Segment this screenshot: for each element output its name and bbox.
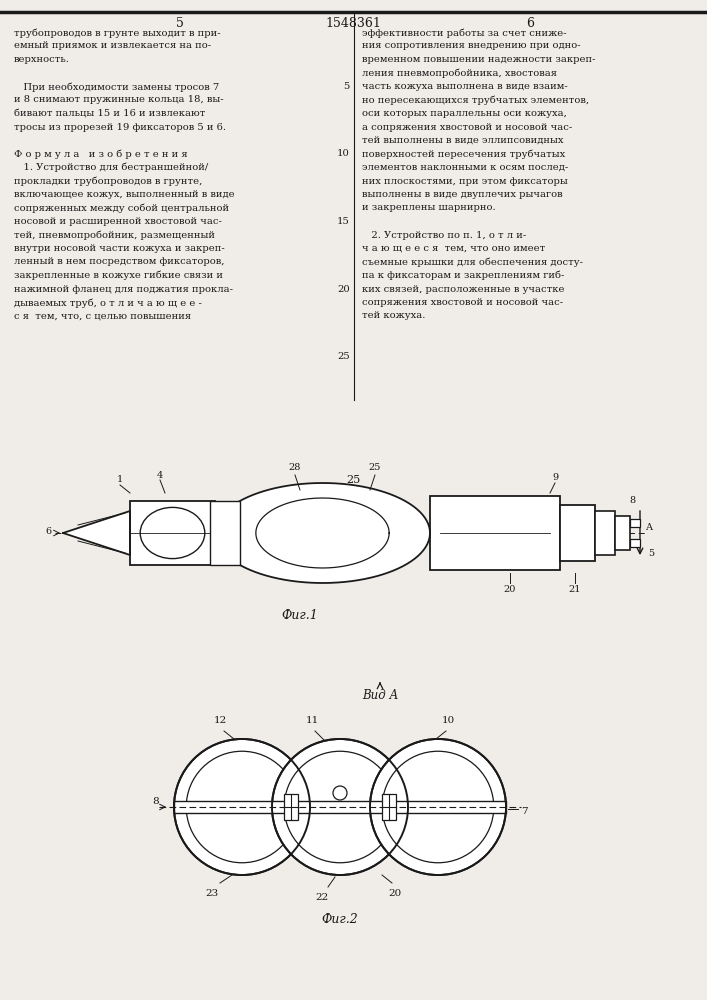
Text: элементов наклонными к осям послед-: элементов наклонными к осям послед-: [362, 163, 568, 172]
Text: 20: 20: [337, 284, 350, 294]
Text: 10: 10: [441, 716, 455, 725]
Text: поверхностей пересечения трубчатых: поверхностей пересечения трубчатых: [362, 149, 566, 159]
Text: 12: 12: [214, 716, 227, 725]
Text: ч а ю щ е е с я  тем, что оно имеет: ч а ю щ е е с я тем, что оно имеет: [362, 244, 545, 253]
Text: и 8 снимают пружинные кольца 18, вы-: и 8 снимают пружинные кольца 18, вы-: [14, 96, 223, 104]
Text: 1: 1: [117, 476, 123, 485]
Text: ленный в нем посредством фиксаторов,: ленный в нем посредством фиксаторов,: [14, 257, 225, 266]
Text: ния сопротивления внедрению при одно-: ния сопротивления внедрению при одно-: [362, 41, 580, 50]
Text: сопряженных между собой центральной: сопряженных между собой центральной: [14, 204, 229, 213]
Bar: [560, 505, 595, 561]
Bar: [210, 501, 240, 565]
Text: 23: 23: [205, 889, 218, 898]
Text: 21: 21: [568, 584, 581, 593]
Text: 5: 5: [344, 82, 350, 91]
Text: эффективности работы за счет сниже-: эффективности работы за счет сниже-: [362, 28, 566, 37]
Bar: [615, 516, 630, 550]
Text: выполнены в виде двуплечих рычагов: выполнены в виде двуплечих рычагов: [362, 190, 563, 199]
Text: тей, пневмопробойник, размещенный: тей, пневмопробойник, размещенный: [14, 231, 215, 240]
Bar: [630, 519, 640, 527]
Text: па к фиксаторам и закреплениям гиб-: па к фиксаторам и закреплениям гиб-: [362, 271, 564, 280]
Circle shape: [370, 739, 506, 875]
Text: них плоскостями, при этом фиксаторы: них плоскостями, при этом фиксаторы: [362, 176, 568, 186]
Text: оси которых параллельны оси кожуха,: оси которых параллельны оси кожуха,: [362, 109, 567, 118]
Text: 4: 4: [157, 471, 163, 480]
Text: 28: 28: [289, 462, 301, 472]
Bar: [284, 794, 298, 820]
Text: с я  тем, что, с целью повышения: с я тем, что, с целью повышения: [14, 312, 191, 320]
Text: Ф о р м у л а   и з о б р е т е н и я: Ф о р м у л а и з о б р е т е н и я: [14, 149, 187, 159]
Text: Фиг.2: Фиг.2: [322, 913, 358, 926]
Text: 1548361: 1548361: [325, 17, 382, 30]
Text: 2. Устройство по п. 1, о т л и-: 2. Устройство по п. 1, о т л и-: [362, 231, 526, 239]
Polygon shape: [63, 511, 130, 555]
Text: включающее кожух, выполненный в виде: включающее кожух, выполненный в виде: [14, 190, 235, 199]
Text: ких связей, расположенные в участке: ких связей, расположенные в участке: [362, 284, 564, 294]
Text: ления пневмопробойника, хвостовая: ления пневмопробойника, хвостовая: [362, 68, 557, 78]
Text: 8: 8: [629, 496, 635, 505]
Text: сопряжения хвостовой и носовой час-: сопряжения хвостовой и носовой час-: [362, 298, 563, 307]
Text: носовой и расширенной хвостовой час-: носовой и расширенной хвостовой час-: [14, 217, 222, 226]
Circle shape: [284, 751, 396, 863]
Text: емный приямок и извлекается на по-: емный приямок и извлекается на по-: [14, 41, 211, 50]
Text: нажимной фланец для поджатия прокла-: нажимной фланец для поджатия прокла-: [14, 284, 233, 294]
Text: 9: 9: [552, 473, 558, 482]
Text: 6: 6: [526, 17, 534, 30]
Text: а сопряжения хвостовой и носовой час-: а сопряжения хвостовой и носовой час-: [362, 122, 572, 131]
Text: тей выполнены в виде эллипсовидных: тей выполнены в виде эллипсовидных: [362, 136, 563, 145]
Text: A: A: [645, 524, 652, 532]
Text: Вид А: Вид А: [362, 689, 398, 702]
Bar: [595, 511, 615, 555]
Bar: [382, 794, 396, 820]
Text: бивают пальцы 15 и 16 и извлекают: бивают пальцы 15 и 16 и извлекают: [14, 109, 205, 118]
Text: временном повышении надежности закреп-: временном повышении надежности закреп-: [362, 55, 595, 64]
Text: тросы из прорезей 19 фиксаторов 5 и 6.: тросы из прорезей 19 фиксаторов 5 и 6.: [14, 122, 226, 131]
Text: тей кожуха.: тей кожуха.: [362, 312, 426, 320]
Bar: [630, 539, 640, 547]
Text: но пересекающихся трубчатых элементов,: но пересекающихся трубчатых элементов,: [362, 96, 589, 105]
Text: внутри носовой части кожуха и закреп-: внутри носовой части кожуха и закреп-: [14, 244, 225, 253]
Bar: [130, 501, 215, 565]
Text: Фиг.1: Фиг.1: [281, 609, 318, 622]
Text: 1. Устройство для бестраншейной/: 1. Устройство для бестраншейной/: [14, 163, 209, 172]
Text: трубопроводов в грунте выходит в при-: трубопроводов в грунте выходит в при-: [14, 28, 221, 37]
Text: 6: 6: [45, 526, 51, 536]
Text: 20: 20: [388, 889, 402, 898]
Circle shape: [272, 739, 408, 875]
Circle shape: [333, 786, 347, 800]
Text: 10: 10: [337, 149, 350, 158]
Bar: [430, 496, 560, 570]
Text: 25: 25: [337, 352, 350, 361]
Text: 22: 22: [315, 893, 329, 902]
Text: верхность.: верхность.: [14, 55, 70, 64]
Circle shape: [382, 751, 493, 863]
Text: 5: 5: [176, 17, 184, 30]
Text: закрепленные в кожухе гибкие связи и: закрепленные в кожухе гибкие связи и: [14, 271, 223, 280]
Text: 20: 20: [504, 584, 516, 593]
Text: дываемых труб, о т л и ч а ю щ е е -: дываемых труб, о т л и ч а ю щ е е -: [14, 298, 202, 308]
Text: съемные крышки для обеспечения досту-: съемные крышки для обеспечения досту-: [362, 257, 583, 267]
Polygon shape: [215, 483, 430, 583]
Text: 8: 8: [153, 798, 159, 806]
Text: 25: 25: [346, 475, 361, 485]
Circle shape: [186, 751, 298, 863]
Text: прокладки трубопроводов в грунте,: прокладки трубопроводов в грунте,: [14, 176, 202, 186]
Text: и закреплены шарнирно.: и закреплены шарнирно.: [362, 204, 496, 213]
Text: 25: 25: [369, 462, 381, 472]
Text: 5: 5: [648, 548, 654, 558]
Text: 7: 7: [520, 808, 527, 816]
Circle shape: [174, 739, 310, 875]
Text: 11: 11: [305, 716, 319, 725]
Text: часть кожуха выполнена в виде взаим-: часть кожуха выполнена в виде взаим-: [362, 82, 568, 91]
Bar: [174, 801, 506, 813]
Text: При необходимости замены тросов 7: При необходимости замены тросов 7: [14, 82, 219, 92]
Text: 15: 15: [337, 217, 350, 226]
